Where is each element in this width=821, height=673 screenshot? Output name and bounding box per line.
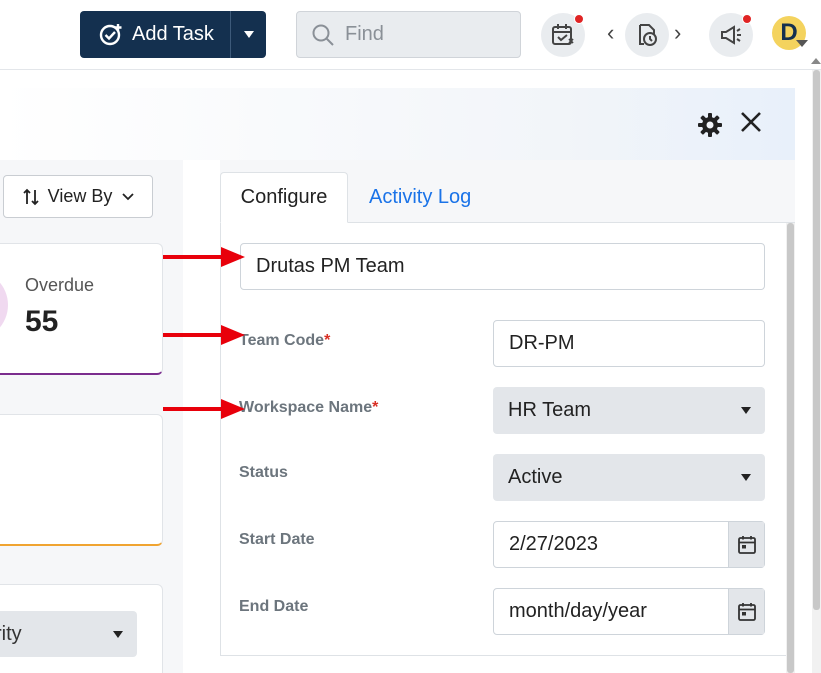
add-task-label: Add Task [132, 23, 214, 45]
form-footer [220, 655, 795, 673]
end-date-picker-button[interactable] [728, 589, 764, 634]
tab-configure[interactable]: Configure [220, 172, 348, 223]
notification-dot [742, 14, 752, 24]
annotation-arrow-icon [163, 399, 245, 419]
sort-arrows-icon [23, 188, 39, 205]
form-scrollbar[interactable] [786, 223, 795, 673]
add-task-button[interactable]: Add Task [80, 11, 266, 58]
form-body [220, 223, 795, 655]
scrollbar-thumb[interactable] [813, 70, 820, 610]
stats-card [0, 414, 163, 546]
search-icon [312, 24, 334, 46]
caret-down-icon [741, 407, 751, 414]
tab-activity-log[interactable]: Activity Log [356, 172, 484, 223]
page-scrollbar[interactable] [812, 70, 821, 673]
top-bar: Add Task Find ‹ › [0, 0, 821, 70]
file-clock-icon [639, 24, 657, 46]
chevron-left-icon[interactable]: ‹ [607, 20, 615, 45]
add-task-divider [230, 11, 231, 58]
announcements-button[interactable] [709, 13, 753, 57]
end-date-label: End Date [239, 598, 309, 615]
overdue-label: Overdue [25, 275, 95, 295]
required-mark: * [324, 332, 331, 349]
recent-file-button[interactable] [625, 13, 669, 57]
chevron-right-icon[interactable]: › [674, 20, 682, 45]
start-date-picker-button[interactable] [728, 522, 764, 567]
scroll-up-arrow-icon[interactable] [811, 58, 821, 64]
end-date-placeholder: month/day/year [509, 600, 647, 622]
status-select[interactable]: Active [493, 454, 765, 501]
settings-button[interactable] [697, 112, 723, 143]
caret-down-icon [741, 474, 751, 481]
gear-icon [698, 113, 722, 137]
start-date-value: 2/27/2023 [509, 533, 598, 555]
panel-header [0, 88, 795, 160]
scrollbar-thumb[interactable] [787, 223, 794, 673]
notification-dot [574, 14, 584, 24]
status-label: Status [239, 464, 288, 481]
workspace-name-select[interactable]: HR Team [493, 387, 765, 434]
priority-select[interactable]: rity [0, 611, 137, 657]
view-by-button[interactable]: View By [3, 175, 153, 218]
team-code-value: DR-PM [509, 332, 575, 354]
calendar-icon [737, 535, 756, 554]
add-task-icon [99, 23, 122, 45]
team-code-input[interactable]: DR-PM [493, 320, 765, 367]
team-name-value: Drutas PM Team [256, 255, 405, 277]
view-by-label: View By [47, 186, 113, 206]
annotation-arrow-icon [163, 247, 245, 267]
add-task-dropdown-button[interactable] [231, 31, 266, 38]
calendar-check-icon [552, 24, 574, 45]
caret-down-icon[interactable] [796, 40, 808, 47]
caret-down-icon [243, 31, 254, 38]
required-mark: * [372, 399, 379, 416]
find-placeholder: Find [345, 23, 384, 45]
start-date-input[interactable]: 2/27/2023 [493, 521, 765, 568]
find-input[interactable]: Find [296, 11, 521, 58]
priority-select-value: rity [0, 622, 22, 645]
tab-strip [220, 222, 795, 223]
megaphone-icon [721, 25, 741, 45]
workspace-name-label: Workspace Name* [239, 399, 378, 417]
calendar-icon [737, 602, 756, 621]
overdue-count: 55 [25, 305, 59, 338]
team-code-label: Team Code* [239, 332, 330, 350]
team-name-input[interactable]: Drutas PM Team [240, 243, 765, 290]
tab-configure-label: Configure [240, 186, 328, 208]
workspace-name-value: HR Team [508, 399, 591, 421]
overdue-card[interactable] [0, 243, 163, 375]
add-task-main[interactable]: Add Task [80, 11, 230, 58]
status-value: Active [508, 466, 563, 488]
start-date-label: Start Date [239, 531, 315, 548]
avatar-letter: D [780, 19, 798, 46]
workspace-name-label-text: Workspace Name [239, 399, 373, 416]
close-icon [741, 112, 761, 132]
close-button[interactable] [740, 110, 762, 138]
chevron-down-icon [122, 192, 134, 200]
caret-down-icon [113, 630, 123, 638]
overdue-chart-ring [0, 270, 8, 340]
end-date-input[interactable]: month/day/year [493, 588, 765, 635]
team-code-label-text: Team Code [239, 332, 325, 349]
calendar-tasks-button[interactable] [541, 13, 585, 57]
tab-activity-log-label: Activity Log [369, 186, 472, 208]
annotation-arrow-icon [163, 325, 245, 345]
